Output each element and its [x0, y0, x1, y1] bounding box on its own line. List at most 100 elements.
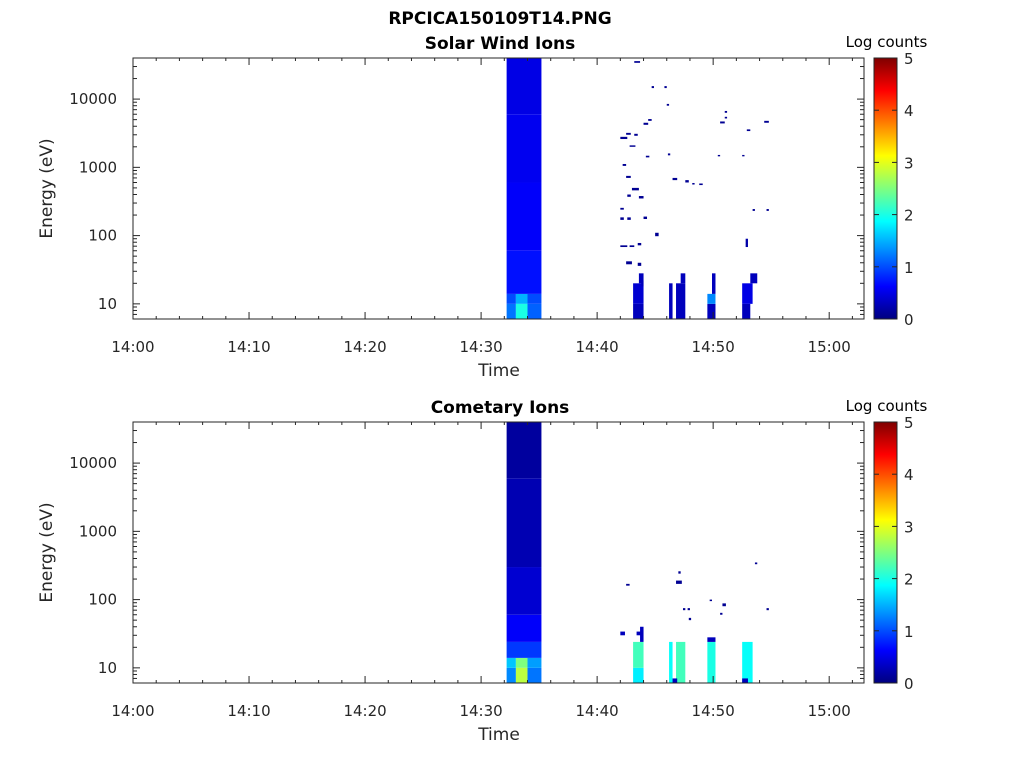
heatmap-cell: [709, 599, 712, 602]
heatmap-cell: [620, 217, 624, 220]
colorbar-tick-label: 4: [904, 102, 914, 120]
colorbar-tick-label: 3: [904, 154, 914, 172]
x-tick-label: 14:50: [692, 338, 735, 356]
heatmap-cell: [746, 129, 751, 132]
colorbar-label: Log counts: [846, 33, 928, 51]
heatmap-cell: [742, 303, 751, 319]
heatmap-cell: [742, 641, 753, 683]
heatmap-cell: [620, 207, 624, 210]
heatmap-cell: [666, 103, 670, 106]
heatmap-cell: [637, 242, 642, 246]
heatmap-cells: [506, 58, 769, 319]
heatmap-cell: [707, 293, 716, 304]
heatmap-cell: [641, 280, 644, 287]
x-axis-label: Time: [477, 361, 520, 381]
x-tick-label: 14:10: [227, 338, 270, 356]
panel-title: Cometary Ions: [431, 398, 570, 418]
x-tick-label: 14:20: [343, 702, 386, 720]
heatmap-cell: [648, 119, 652, 121]
colorbar-label: Log counts: [846, 397, 928, 415]
heatmap-cell: [676, 641, 686, 683]
heatmap-cell: [627, 217, 631, 220]
heatmap-cell: [676, 580, 682, 584]
heatmap-cell: [766, 209, 769, 211]
heatmap-cell: [638, 196, 644, 199]
x-tick-label: 14:30: [459, 338, 502, 356]
x-tick-label: 14:40: [576, 702, 619, 720]
heatmap-cell: [707, 641, 716, 683]
heatmap-cell: [707, 303, 716, 319]
heatmap-cell: [664, 86, 667, 89]
heatmap-cell: [515, 667, 528, 683]
heatmap-cell: [699, 183, 703, 186]
heatmap-cell: [527, 293, 542, 304]
heatmap-cell: [620, 631, 625, 636]
heatmap-cell: [633, 667, 644, 683]
x-tick-label: 15:00: [808, 338, 851, 356]
heatmap-cell: [742, 283, 753, 304]
heatmap-cell: [720, 121, 725, 124]
panel-2: 14:00 14:10 14:20 14:30 14:40 14:50 15:0010100…: [37, 397, 928, 745]
colorbar-tick-label: 2: [904, 571, 914, 589]
heatmap-cell: [764, 120, 769, 123]
heatmap-cell: [688, 617, 692, 621]
heatmap-cell: [717, 154, 721, 157]
heatmap-cell: [742, 678, 748, 683]
heatmap-cell: [672, 177, 678, 181]
heatmap-cell: [692, 182, 695, 185]
y-tick-label: 10000: [69, 90, 117, 108]
y-tick-label: 100: [88, 591, 117, 609]
heatmap-cell: [622, 163, 627, 166]
panel-title: Solar Wind Ions: [425, 34, 576, 54]
x-tick-label: 14:00: [111, 338, 154, 356]
colorbar-tick-label: 1: [904, 623, 914, 641]
heatmap-cell: [633, 641, 644, 668]
heatmap-cell: [506, 58, 542, 115]
heatmap-cell: [506, 250, 542, 294]
heatmap-cell: [634, 61, 641, 63]
x-tick-label: 14:10: [227, 702, 270, 720]
y-tick-label: 10: [98, 295, 117, 313]
colorbar-tick-label: 5: [904, 50, 914, 68]
heatmap-cell: [506, 641, 542, 658]
heatmap-cell: [766, 608, 769, 611]
y-tick-label: 1000: [79, 158, 117, 176]
heatmap-cell: [506, 657, 516, 668]
heatmap-cell: [527, 303, 542, 319]
heatmap-cell: [631, 187, 639, 191]
heatmap-cell: [754, 562, 758, 565]
x-axis-label: Time: [477, 725, 520, 745]
figure-title: RPCICA150109T14.PNG: [388, 9, 611, 29]
y-tick-label: 1000: [79, 522, 117, 540]
heatmap-cell: [620, 245, 628, 248]
colorbar-tick-label: 5: [904, 414, 914, 432]
panels: 14:00 14:10 14:20 14:30 14:40 14:50 15:0010100…: [37, 33, 928, 745]
heatmap-cell: [527, 667, 542, 683]
colorbar-bar: [873, 57, 898, 320]
heatmap-cell: [638, 273, 644, 284]
heatmap-cell: [750, 273, 758, 284]
heatmap-cell: [676, 283, 686, 319]
heatmap-cell: [742, 154, 745, 157]
heatmap-cell: [712, 273, 716, 294]
heatmap-cell: [707, 637, 716, 642]
heatmap-cell: [634, 133, 638, 136]
heatmap-cell: [629, 245, 635, 248]
heatmap-cell: [752, 209, 755, 211]
heatmap-cell: [685, 180, 689, 183]
colorbar-tick-label: 0: [904, 311, 914, 329]
heatmap-cell: [506, 182, 542, 251]
colorbar-bar: [873, 421, 898, 684]
x-tick-label: 14:50: [692, 702, 735, 720]
x-tick-label: 14:00: [111, 702, 154, 720]
heatmap-cell: [669, 641, 673, 683]
heatmap-cell: [667, 153, 671, 156]
x-tick-label: 14:40: [576, 338, 619, 356]
heatmap-cell: [724, 116, 728, 119]
heatmap-cell: [724, 110, 728, 113]
heatmap-cell: [506, 478, 542, 568]
heatmap-cell: [636, 631, 642, 636]
heatmap-cell: [633, 303, 644, 319]
heatmap-cell: [720, 612, 723, 615]
